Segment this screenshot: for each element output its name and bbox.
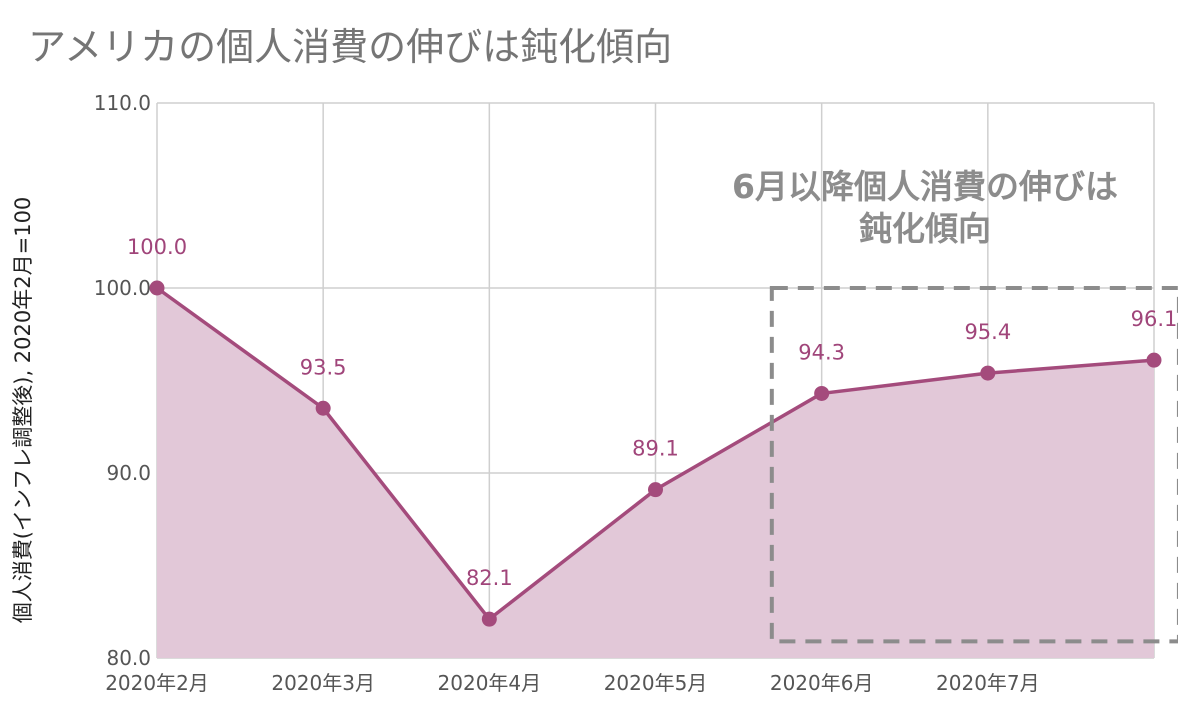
data-point — [1146, 352, 1162, 368]
annotation-text: 鈍化傾向 — [859, 209, 991, 248]
y-tick-label: 100.0 — [94, 276, 151, 300]
data-label: 94.3 — [798, 340, 845, 364]
data-point — [481, 611, 497, 627]
data-label: 89.1 — [632, 437, 679, 461]
data-label: 93.5 — [300, 355, 347, 379]
data-point — [149, 280, 165, 296]
data-label: 100.0 — [127, 235, 187, 259]
data-label: 82.1 — [466, 566, 513, 590]
x-tick-label: 2020年5月 — [604, 671, 708, 695]
x-tick-label: 2020年3月 — [271, 671, 375, 695]
annotation-box — [769, 286, 1178, 644]
data-label: 95.4 — [964, 320, 1011, 344]
data-point — [315, 400, 331, 416]
y-tick-label: 90.0 — [106, 461, 151, 485]
data-label: 96.1 — [1131, 307, 1178, 331]
x-tick-label: 2020年6月 — [770, 671, 874, 695]
series-area — [157, 288, 1154, 658]
data-point — [980, 365, 996, 381]
x-tick-label: 2020年2月 — [105, 671, 209, 695]
y-tick-label: 110.0 — [94, 91, 151, 115]
chart-title: アメリカの個人消費の伸びは鈍化傾向 — [28, 25, 673, 69]
data-point — [814, 385, 830, 401]
annotation-text: 6月以降個人消費の伸びは — [732, 167, 1118, 206]
y-tick-label: 80.0 — [106, 646, 151, 670]
x-tick-label: 2020年4月 — [438, 671, 542, 695]
x-tick-label: 2020年7月 — [936, 671, 1040, 695]
data-point — [648, 482, 663, 498]
